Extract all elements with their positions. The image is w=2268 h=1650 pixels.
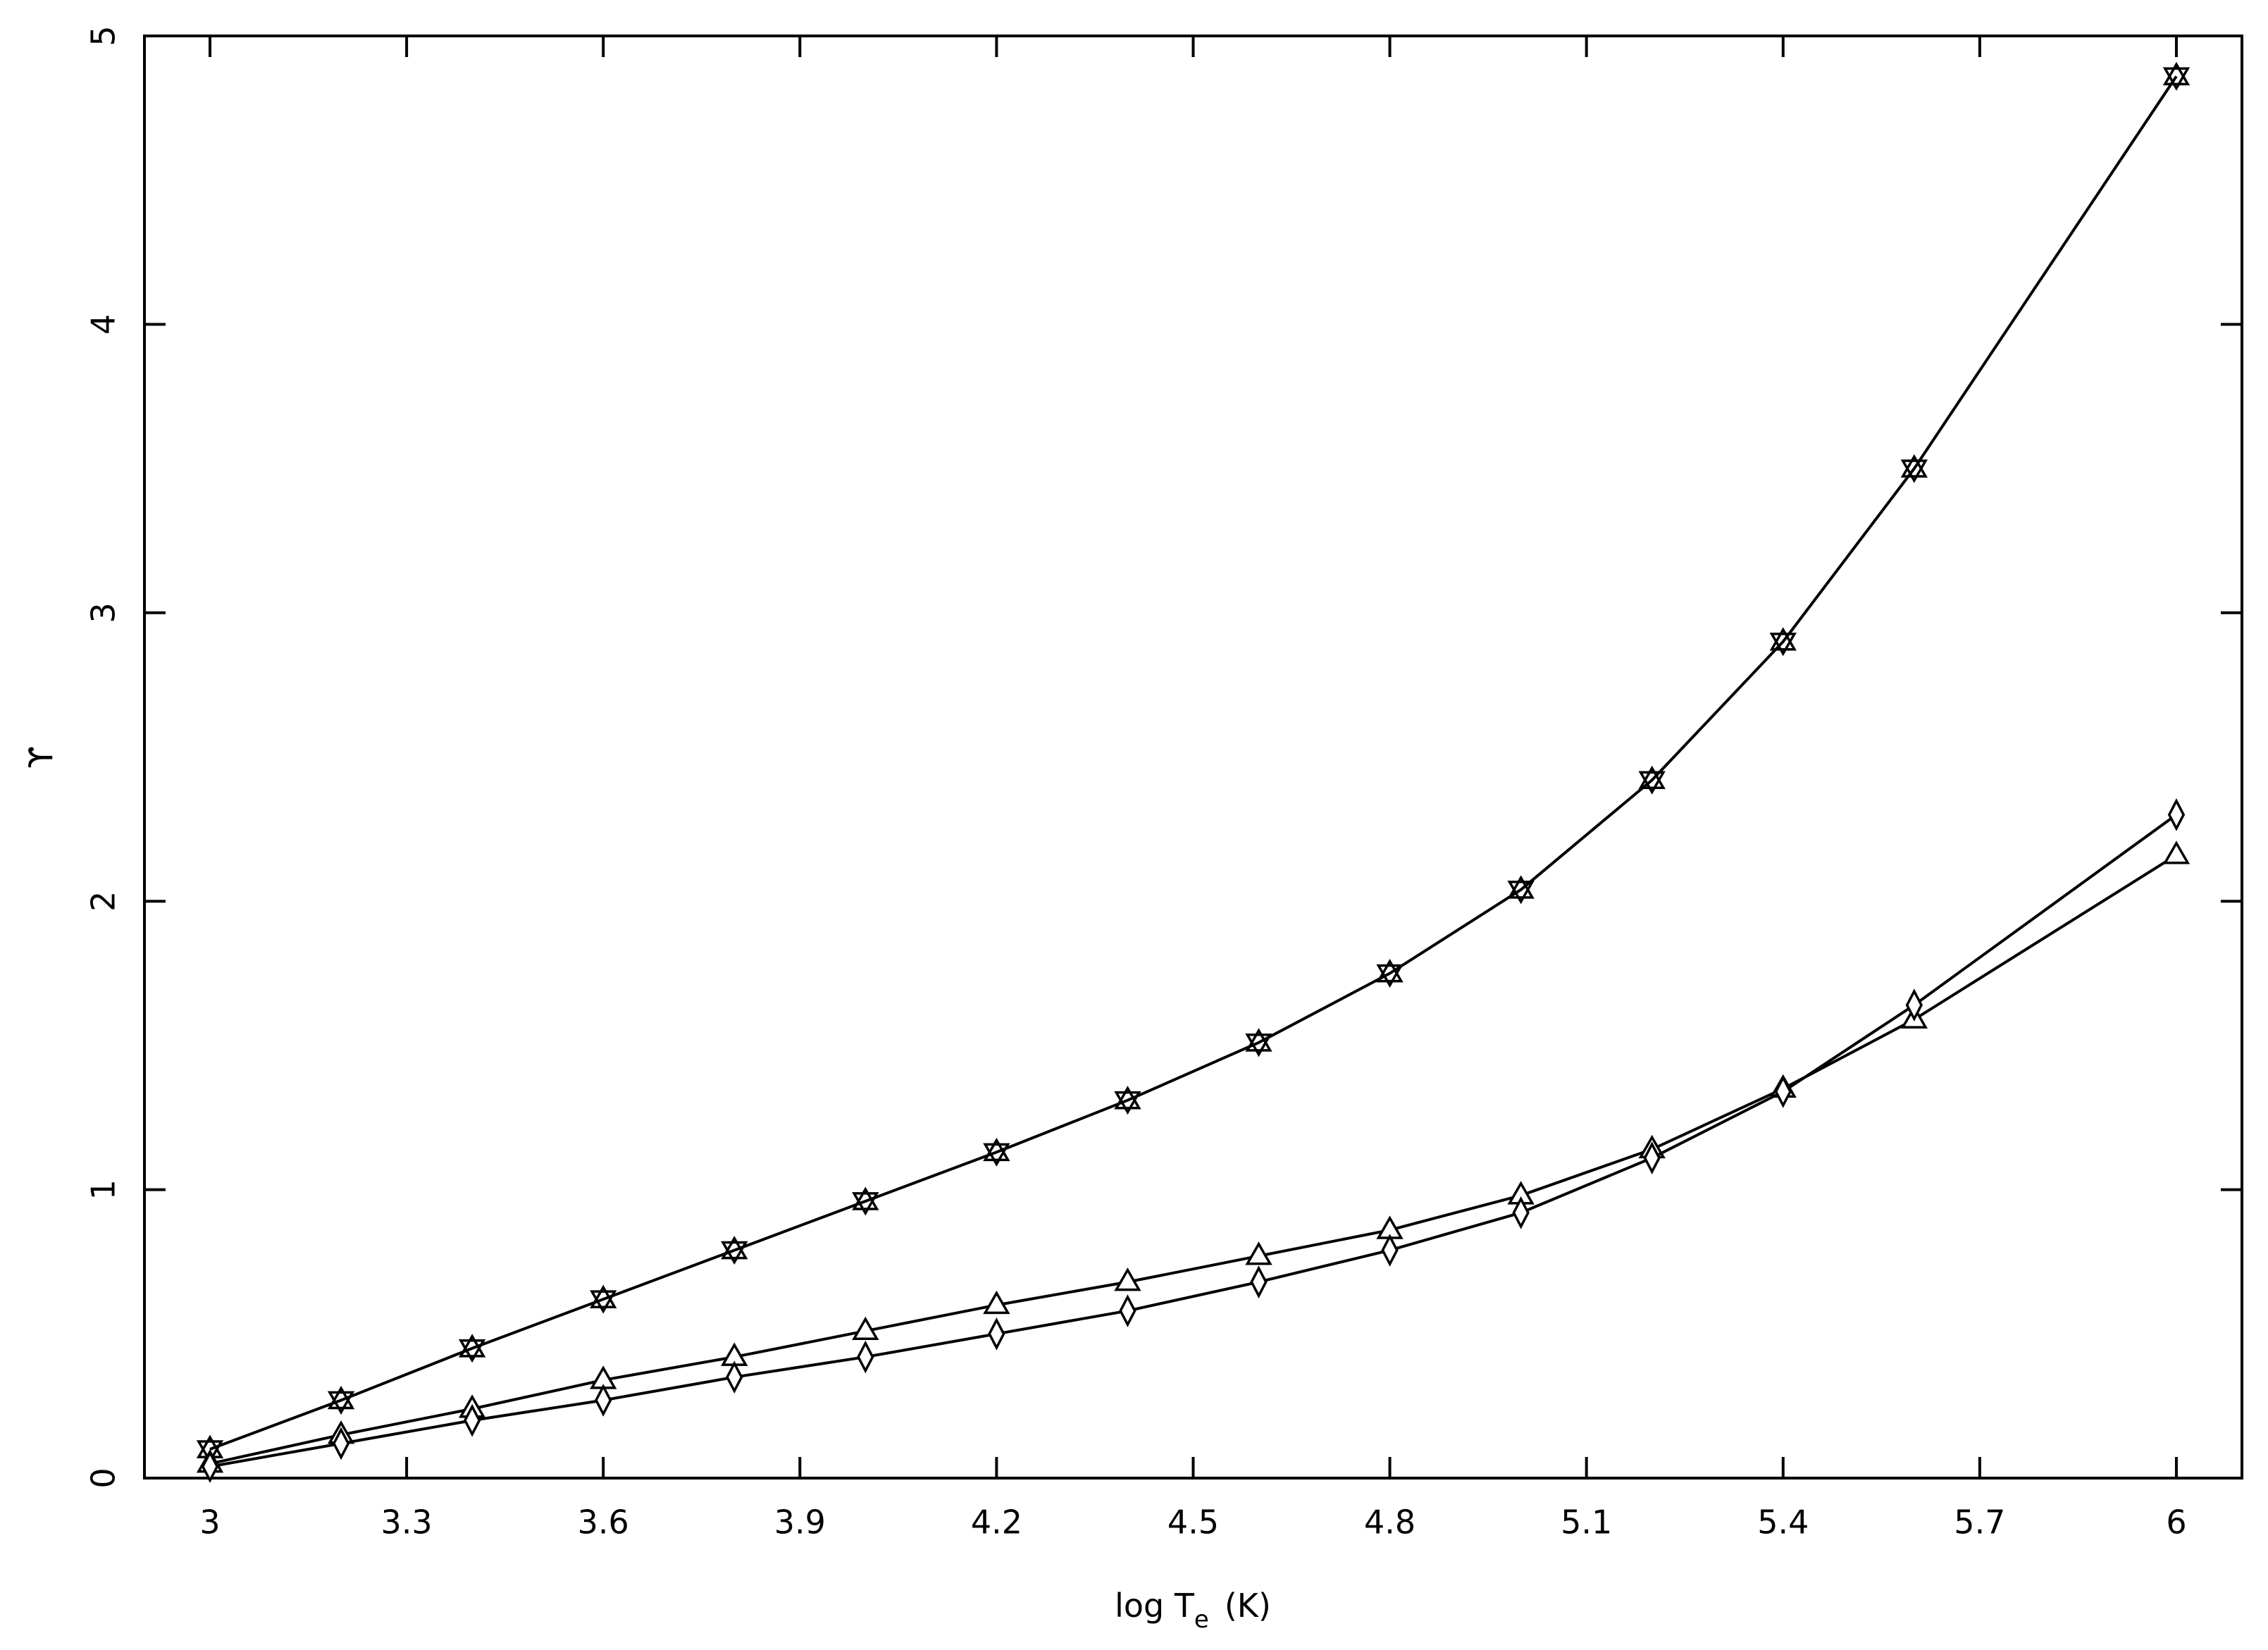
star-part [1769, 627, 1797, 651]
star-part [721, 1236, 748, 1260]
star-part [852, 1192, 879, 1216]
star-part [983, 1137, 1010, 1162]
diamond-marker [463, 1403, 481, 1437]
star-part [852, 1186, 879, 1210]
star-part [1114, 1086, 1141, 1110]
star-marker [1114, 1086, 1141, 1115]
y-tick-label: 1 [85, 1179, 123, 1200]
star-part [590, 1290, 617, 1314]
diamond-marker [1905, 988, 1923, 1022]
star-part [196, 1440, 224, 1464]
star-part [1507, 881, 1535, 905]
star-part [1114, 1091, 1141, 1115]
diamond-marker [332, 1427, 350, 1460]
star-part [1507, 875, 1535, 899]
x-label-sub: e [1194, 1606, 1209, 1634]
star-marker [1507, 875, 1535, 905]
triangle-marker [1245, 1241, 1272, 1265]
y-tick-label: 3 [85, 602, 123, 623]
y-tick-label: 2 [85, 891, 123, 912]
star-part [1245, 1034, 1272, 1057]
triangle-marker [983, 1290, 1010, 1315]
star-part [2162, 67, 2190, 91]
star-part [458, 1339, 486, 1363]
diamond-marker [595, 1384, 612, 1417]
x-label-unit: (K) [1225, 1587, 1271, 1625]
y-tick-label: 0 [85, 1468, 123, 1488]
star-part [1376, 959, 1403, 983]
x-tick-label: 3.6 [578, 1503, 629, 1542]
diamond-marker [201, 1450, 219, 1483]
star-marker [1900, 454, 1928, 483]
diamond-marker [988, 1317, 1005, 1351]
triangle-marker [1114, 1267, 1141, 1291]
star-part [590, 1284, 617, 1308]
y-tick-label: 4 [85, 314, 123, 335]
star-part [2162, 61, 2190, 86]
x-tick-label: 3 [199, 1503, 220, 1542]
star-part [983, 1143, 1010, 1167]
diamond-marker [2167, 798, 2186, 831]
diamond-marker [1119, 1294, 1136, 1327]
star-part [1900, 454, 1928, 478]
star-marker [2162, 61, 2190, 91]
star-part [1769, 632, 1797, 657]
diamond-marker [1512, 1196, 1530, 1229]
diamond-marker [726, 1360, 743, 1394]
series-line [209, 75, 2178, 1451]
star-marker [1245, 1028, 1272, 1057]
star-part [1638, 765, 1666, 790]
star-part [327, 1391, 355, 1415]
diamond-marker [1774, 1075, 1792, 1108]
star-marker [721, 1236, 748, 1265]
star-marker [983, 1137, 1010, 1167]
star-part [327, 1385, 355, 1410]
star-marker [1376, 959, 1403, 988]
x-tick-label: 4.2 [971, 1503, 1022, 1542]
star-part [458, 1334, 486, 1358]
x-tick-label: 3.3 [381, 1503, 433, 1542]
diamond-marker [1381, 1234, 1399, 1267]
star-marker [458, 1334, 486, 1363]
diamond-marker [1250, 1265, 1268, 1298]
series-line [209, 854, 2178, 1465]
star-part [1638, 771, 1666, 795]
x-tick-label: 4.8 [1364, 1503, 1415, 1542]
triangle-marker [852, 1316, 879, 1341]
x-tick-label: 3.9 [774, 1503, 826, 1542]
star-marker [590, 1284, 617, 1314]
x-tick-label: 6 [2166, 1503, 2186, 1542]
x-axis-label: log Te (K) [1115, 1587, 1271, 1634]
star-part [1900, 459, 1928, 483]
x-label-main: log T [1115, 1587, 1195, 1625]
star-part [1376, 964, 1403, 988]
diamond-marker [857, 1340, 874, 1374]
star-marker [1769, 627, 1797, 657]
star-part [721, 1241, 748, 1265]
star-part [1245, 1028, 1272, 1052]
star-marker [852, 1186, 879, 1216]
y-tick-label: 5 [85, 25, 123, 46]
series-line [209, 813, 2178, 1468]
star-marker [327, 1385, 355, 1415]
x-tick-label: 4.5 [1167, 1503, 1219, 1542]
x-tick-label: 5.4 [1757, 1503, 1809, 1542]
star-marker [1638, 765, 1666, 795]
y-axis-label: ϒ [23, 746, 61, 769]
x-tick-label: 5.1 [1561, 1503, 1612, 1542]
plot-frame [143, 35, 2243, 1480]
triangle-marker [2162, 840, 2190, 864]
x-tick-label: 5.7 [1954, 1503, 2005, 1542]
diamond-marker [1643, 1141, 1661, 1174]
